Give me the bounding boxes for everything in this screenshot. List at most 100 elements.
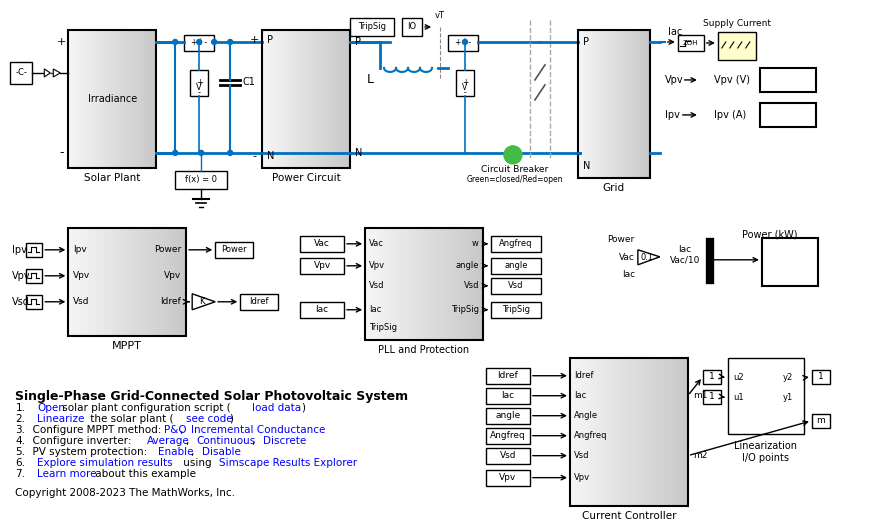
Bar xyxy=(443,228,448,340)
Bar xyxy=(92,228,97,336)
Bar xyxy=(447,228,451,340)
Bar xyxy=(491,278,540,294)
Bar xyxy=(636,358,640,506)
Text: PV system protection:: PV system protection: xyxy=(26,447,150,457)
Text: 1: 1 xyxy=(817,372,822,381)
Bar xyxy=(380,228,384,340)
Text: 1: 1 xyxy=(708,392,714,401)
Text: Linearize: Linearize xyxy=(38,414,85,424)
Text: PLL and Protection: PLL and Protection xyxy=(378,345,469,355)
Bar xyxy=(594,30,597,178)
Bar xyxy=(652,358,656,506)
Bar xyxy=(326,30,330,168)
Bar xyxy=(663,358,668,506)
Text: angle: angle xyxy=(503,262,527,270)
Bar xyxy=(679,358,684,506)
Text: w: w xyxy=(471,239,478,248)
Bar xyxy=(72,30,74,168)
Text: +: + xyxy=(249,35,258,45)
Bar xyxy=(648,358,653,506)
Text: Iac: Iac xyxy=(501,391,514,400)
Bar xyxy=(68,228,72,336)
Text: Single-Phase Grid-Connected Solar Photovoltaic System: Single-Phase Grid-Connected Solar Photov… xyxy=(15,390,408,402)
Text: u2: u2 xyxy=(732,373,743,382)
Bar xyxy=(582,30,585,178)
Bar xyxy=(299,30,303,168)
Bar xyxy=(668,358,672,506)
Polygon shape xyxy=(54,69,60,77)
Text: Idref: Idref xyxy=(160,298,181,306)
Text: Circuit Breaker: Circuit Breaker xyxy=(481,165,548,174)
Text: N: N xyxy=(355,148,362,158)
Text: Power: Power xyxy=(607,235,634,244)
Text: Open: Open xyxy=(38,402,65,413)
Bar xyxy=(299,236,343,252)
Bar xyxy=(485,388,529,404)
Bar xyxy=(645,30,647,178)
Bar xyxy=(265,30,268,168)
Text: ): ) xyxy=(230,414,233,424)
Text: Power Circuit: Power Circuit xyxy=(272,173,340,183)
Text: +: + xyxy=(461,78,468,88)
Bar xyxy=(408,228,412,340)
Text: u1: u1 xyxy=(732,393,743,402)
Text: 1: 1 xyxy=(708,372,714,381)
Bar xyxy=(288,30,291,168)
Text: Configure inverter:: Configure inverter: xyxy=(26,436,135,446)
Circle shape xyxy=(227,40,232,44)
Text: Incremental Conductance: Incremental Conductance xyxy=(191,425,325,435)
Bar xyxy=(628,30,630,178)
Text: Ipv (A): Ipv (A) xyxy=(713,110,746,120)
Bar xyxy=(569,358,574,506)
Bar xyxy=(121,30,124,168)
Bar xyxy=(151,228,155,336)
Bar xyxy=(132,30,136,168)
Bar xyxy=(609,30,611,178)
Polygon shape xyxy=(44,69,50,77)
Text: P: P xyxy=(355,37,360,47)
Text: Copyright 2008-2023 The MathWorks, Inc.: Copyright 2008-2023 The MathWorks, Inc. xyxy=(15,488,235,497)
Bar xyxy=(581,358,586,506)
Bar xyxy=(72,228,77,336)
Text: vT: vT xyxy=(434,11,444,20)
Text: angle: angle xyxy=(455,262,478,270)
Bar xyxy=(586,30,590,178)
Bar xyxy=(365,228,369,340)
Bar xyxy=(463,228,468,340)
Bar xyxy=(412,228,417,340)
Bar xyxy=(485,408,529,424)
Bar xyxy=(811,414,829,428)
Text: Idref: Idref xyxy=(249,298,268,306)
Bar xyxy=(80,30,83,168)
Text: Enable: Enable xyxy=(158,447,193,457)
Text: Vac: Vac xyxy=(314,239,330,248)
Bar xyxy=(604,358,609,506)
Text: Angle: Angle xyxy=(573,411,597,420)
Bar xyxy=(96,228,100,336)
Text: Vpv: Vpv xyxy=(573,473,589,482)
Bar xyxy=(100,30,104,168)
Text: -: - xyxy=(463,88,466,98)
Bar xyxy=(350,18,393,36)
Text: Explore simulation results: Explore simulation results xyxy=(38,458,173,468)
Bar xyxy=(84,228,89,336)
Bar xyxy=(573,358,578,506)
Bar xyxy=(455,228,460,340)
Circle shape xyxy=(198,150,204,156)
Polygon shape xyxy=(637,250,659,265)
Text: ,: , xyxy=(185,436,192,446)
Text: Iac: Iac xyxy=(316,305,328,314)
Bar xyxy=(83,30,86,168)
Bar xyxy=(448,35,477,51)
Bar xyxy=(589,30,592,178)
Text: solar plant configuration script (: solar plant configuration script ( xyxy=(59,402,231,413)
Bar xyxy=(485,470,529,485)
Text: V: V xyxy=(196,84,202,92)
Text: P&O: P&O xyxy=(164,425,186,435)
Bar xyxy=(642,30,645,178)
Text: Simscape Results Explorer: Simscape Results Explorer xyxy=(218,458,357,468)
Text: Angfreq: Angfreq xyxy=(573,431,607,440)
Text: +: + xyxy=(56,37,66,47)
Bar xyxy=(80,228,84,336)
Circle shape xyxy=(173,40,178,44)
